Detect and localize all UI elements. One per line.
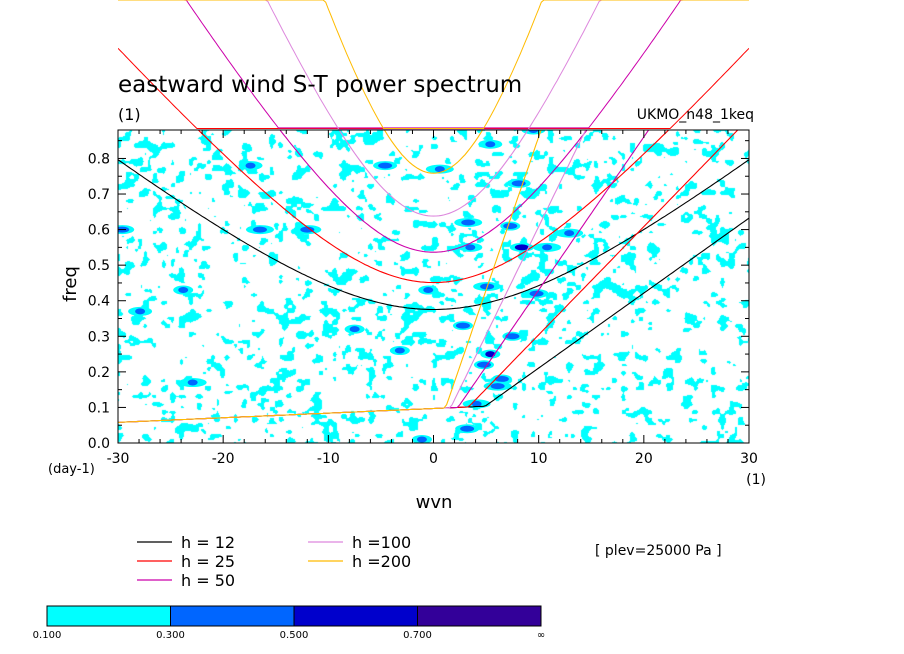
curve-12	[118, 159, 749, 311]
subtitle-right: UKMO_n48_1keq	[637, 107, 754, 123]
power-blobs	[118, 130, 584, 443]
colorbar-label: 0.300	[156, 630, 185, 641]
curve-above-50	[118, 0, 749, 129]
y-axis-label: freq	[60, 266, 81, 302]
power-blob	[460, 425, 475, 432]
power-blob	[252, 226, 267, 233]
power-blob	[423, 287, 434, 294]
power-blob	[465, 244, 476, 251]
power-blob	[300, 226, 315, 233]
power-blob	[187, 379, 198, 386]
power-blob	[494, 375, 509, 382]
y-tick-label: 0.7	[88, 187, 110, 203]
power-blob	[378, 162, 393, 169]
power-blob	[135, 308, 146, 315]
y-tick-label: 0.3	[88, 329, 110, 345]
power-blob	[349, 326, 360, 333]
x-axis-label: wvn	[416, 492, 453, 513]
power-blob	[528, 130, 539, 133]
dispersion-curves-inside	[118, 130, 749, 423]
legend-label-25: h = 25	[181, 552, 235, 571]
y-tick-label: 0.1	[88, 400, 110, 416]
legend-label-100: h =100	[352, 533, 411, 552]
colorbar-swatch	[170, 605, 295, 627]
colorbar-label: 0.500	[280, 630, 309, 641]
x-tick-label: 30	[740, 451, 758, 467]
power-blob-core	[487, 352, 494, 357]
y-tick-label: 0.0	[88, 436, 110, 452]
power-blob	[461, 219, 476, 226]
legend-label-50: h = 50	[181, 571, 235, 590]
colorbar: 0.100 0.300 0.500 0.700 ∞	[33, 605, 545, 641]
x-tick-label: 0	[429, 451, 438, 467]
power-blob	[394, 347, 405, 354]
power-blob	[471, 400, 482, 407]
legend-label-200: h =200	[352, 552, 411, 571]
power-blob	[503, 223, 518, 230]
power-blob	[416, 436, 427, 443]
y-unit-label: (day-1)	[48, 462, 95, 477]
y-tick-label: 0.6	[88, 223, 110, 239]
x-tick-label: 20	[635, 451, 653, 467]
y-axis-ticks: 0.0 0.1 0.2 0.3 0.4 0.5 0.6 0.7 0.8	[88, 140, 749, 452]
curve-kelvin-200	[118, 130, 542, 423]
power-blob	[505, 333, 520, 340]
colorbar-label: 0.700	[403, 630, 432, 641]
chart-title: eastward wind S-T power spectrum	[118, 72, 522, 98]
level-annotation: [ plev=25000 Pa ]	[595, 543, 722, 559]
x-tick-label: -20	[212, 451, 235, 467]
power-blob	[490, 383, 505, 390]
colorbar-swatch	[293, 605, 418, 627]
x-tick-label: -30	[107, 451, 130, 467]
y-tick-label: 0.8	[88, 151, 110, 167]
colorbar-swatch	[417, 605, 542, 627]
power-blob	[434, 166, 445, 173]
x-unit-label: (1)	[746, 472, 766, 488]
x-tick-label: 10	[530, 451, 548, 467]
curve-50	[279, 130, 588, 253]
curve-25	[197, 130, 670, 284]
power-blob-core	[518, 245, 525, 250]
curve-100	[338, 130, 529, 217]
curve-above-200	[118, 0, 749, 129]
x-axis-ticks: -30 -20 -10 0 10 20 30	[107, 130, 758, 467]
colorbar-swatch	[46, 605, 171, 627]
power-blob	[485, 141, 496, 148]
legend-label-12: h = 12	[181, 533, 235, 552]
power-blob	[178, 287, 189, 294]
y-tick-label: 0.5	[88, 258, 110, 274]
y-tick-label: 0.4	[88, 294, 110, 310]
power-blob	[564, 230, 575, 237]
power-blob	[476, 361, 491, 368]
power-blob	[455, 322, 470, 329]
curve-200	[383, 130, 484, 174]
x-tick-label: -10	[317, 451, 340, 467]
subtitle-left: (1)	[118, 105, 141, 124]
y-tick-label: 0.2	[88, 365, 110, 381]
power-blob	[542, 244, 553, 251]
colorbar-label: 0.100	[33, 630, 62, 641]
colorbar-label: ∞	[537, 630, 545, 641]
power-blob	[245, 162, 256, 169]
